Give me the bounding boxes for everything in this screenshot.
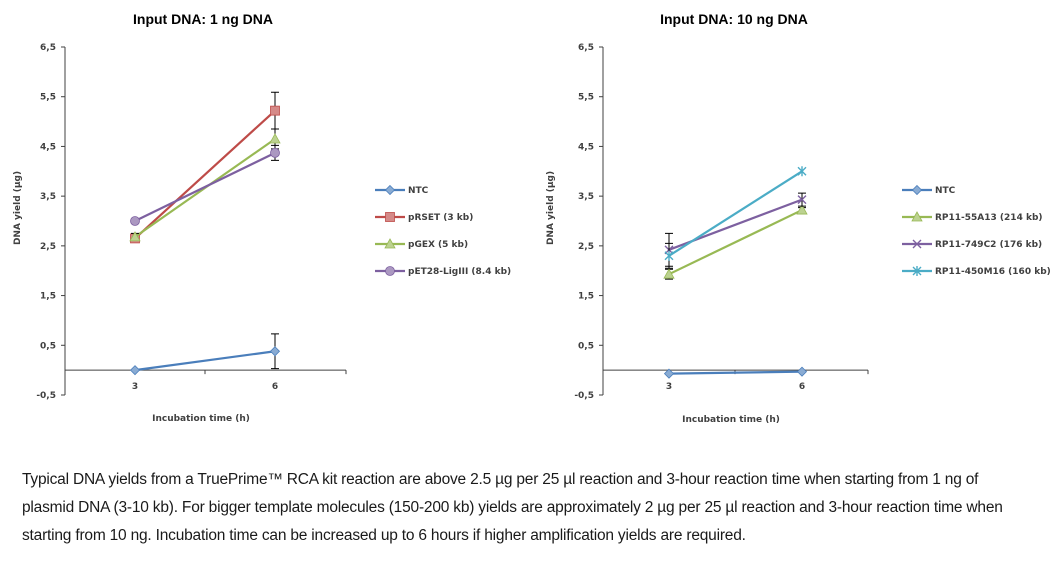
legend-item: pRSET (3 kb) xyxy=(375,212,473,223)
marker-x-1 xyxy=(797,195,807,205)
series-line xyxy=(134,350,276,372)
series-line xyxy=(134,151,276,222)
y-tick-labels: 6,5 5,5 4,5 3,5 2,5 1,5 0,5 -0,5 xyxy=(574,43,594,401)
y-tick-label: -0,5 xyxy=(574,391,594,401)
chart-10ng: Input DNA: 10 ng DNA DNA yield (µg) Incu… xyxy=(546,11,1051,425)
y-tick-label: 4,5 xyxy=(578,142,594,152)
series-rp11-450m16-160-kb xyxy=(664,166,807,269)
y-tick-label: 6,5 xyxy=(578,43,594,53)
y-axis-label: DNA yield (µg) xyxy=(546,171,556,245)
x-tick-label: 6 xyxy=(272,382,278,392)
series-rp11-55a13-214-kb xyxy=(663,204,808,280)
marker-circle-legend xyxy=(385,266,395,276)
legend-item: pET28-LigIII (8.4 kb) xyxy=(375,266,511,277)
axes xyxy=(61,46,347,396)
marker-circle-0 xyxy=(130,216,140,226)
marker-diamond-1 xyxy=(796,366,808,377)
y-tick-label: 3,5 xyxy=(40,192,56,202)
series-ntc xyxy=(663,366,808,379)
y-axis-label: DNA yield (µg) xyxy=(13,171,23,245)
marker-x-legend xyxy=(912,239,922,249)
series-rp11-749c2-176-kb xyxy=(664,192,807,267)
x-tick-label: 6 xyxy=(799,382,805,392)
series-line xyxy=(668,209,803,276)
y-tick-label: 1,5 xyxy=(40,292,56,302)
x-tick-label: 3 xyxy=(132,382,138,392)
x-axis-label: Incubation time (h) xyxy=(152,414,250,424)
marker-square-1 xyxy=(270,105,280,116)
marker-square-legend xyxy=(385,212,395,222)
chart-title: Input DNA: 1 ng DNA xyxy=(133,11,273,27)
charts-canvas: Input DNA: 1 ng DNA DNA yield (µg) Incub… xyxy=(13,11,1051,425)
y-tick-label: 5,5 xyxy=(40,93,56,103)
x-tick-label: 3 xyxy=(666,382,672,392)
axes xyxy=(599,46,869,396)
y-tick-label: 5,5 xyxy=(578,93,594,103)
series-line xyxy=(134,109,276,240)
legend-label: pRSET (3 kb) xyxy=(408,213,473,223)
y-tick-label: 2,5 xyxy=(40,242,56,252)
plot-area xyxy=(663,166,808,379)
legend-label: NTC xyxy=(935,186,956,196)
legend-label: RP11-55A13 (214 kb) xyxy=(935,213,1043,223)
marker-triangle-1 xyxy=(269,133,281,144)
y-tick-label: 6,5 xyxy=(40,43,56,53)
marker-diamond-1 xyxy=(269,346,281,357)
x-axis-label: Incubation time (h) xyxy=(682,415,780,425)
legend-item: NTC xyxy=(375,184,429,196)
marker-triangle-legend xyxy=(384,238,396,249)
legend: NTC pRSET (3 kb) pGEX (5 kb) pET28-LigIII (… xyxy=(375,184,511,277)
marker-diamond-legend xyxy=(911,184,923,196)
legend-label: pET28-LigIII (8.4 kb) xyxy=(408,267,511,277)
y-tick-label: 3,5 xyxy=(578,192,594,202)
legend-item: RP11-450M16 (160 kb) xyxy=(902,266,1051,277)
legend-item: RP11-749C2 (176 kb) xyxy=(902,239,1042,250)
y-tick-label: 0,5 xyxy=(40,341,56,351)
marker-star-legend xyxy=(912,266,922,276)
series-line xyxy=(668,370,803,375)
y-tick-label: 2,5 xyxy=(578,242,594,252)
y-tick-labels: 6,5 5,5 4,5 3,5 2,5 1,5 0,5 -0,5 xyxy=(36,43,56,401)
chart-title: Input DNA: 10 ng DNA xyxy=(660,11,808,27)
series-pgex-5-kb xyxy=(129,128,281,242)
y-tick-label: 0,5 xyxy=(578,341,594,351)
chart-1ng: Input DNA: 1 ng DNA DNA yield (µg) Incub… xyxy=(13,11,511,424)
marker-triangle-0 xyxy=(129,231,141,242)
marker-star-1 xyxy=(797,166,807,177)
marker-diamond-0 xyxy=(129,365,141,376)
legend-label: RP11-450M16 (160 kb) xyxy=(935,267,1051,277)
legend-item: pGEX (5 kb) xyxy=(375,238,468,250)
series-ntc xyxy=(129,333,281,376)
plot-area xyxy=(129,91,281,376)
legend-item: RP11-55A13 (214 kb) xyxy=(902,211,1043,223)
legend-label: NTC xyxy=(408,186,429,196)
legend-label: pGEX (5 kb) xyxy=(408,240,468,250)
y-tick-label: -0,5 xyxy=(36,391,56,401)
y-tick-label: 1,5 xyxy=(578,292,594,302)
marker-triangle-0 xyxy=(663,268,675,279)
series-line xyxy=(668,170,803,257)
series-prset-3-kb xyxy=(130,91,280,244)
marker-diamond-legend xyxy=(384,184,396,196)
legend-item: NTC xyxy=(902,184,956,196)
marker-triangle-legend xyxy=(911,211,923,222)
series-pet28-ligiii-8-4-kb xyxy=(130,144,280,226)
marker-triangle-1 xyxy=(796,204,808,215)
caption-text: Typical DNA yields from a TruePrime™ RCA… xyxy=(22,471,1003,544)
marker-diamond-0 xyxy=(663,368,675,379)
marker-circle-1 xyxy=(270,147,280,158)
legend-label: RP11-749C2 (176 kb) xyxy=(935,240,1042,250)
legend: NTC RP11-55A13 (214 kb) RP11-749C2 (176 kb… xyxy=(902,184,1051,277)
marker-star-0 xyxy=(664,250,674,261)
y-tick-label: 4,5 xyxy=(40,142,56,152)
